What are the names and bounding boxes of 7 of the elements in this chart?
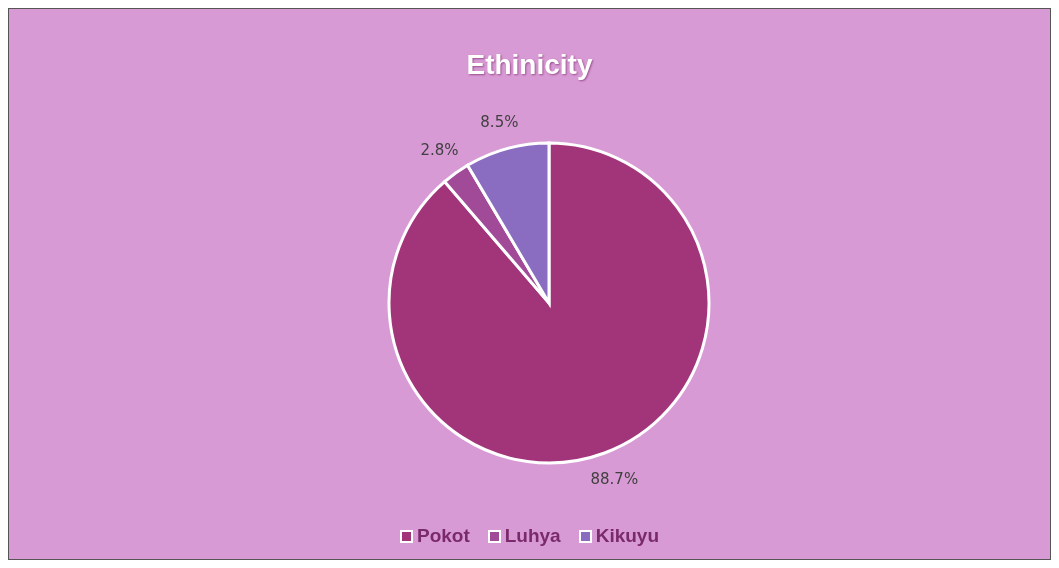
legend-label: Kikuyu <box>594 525 660 547</box>
legend-label: Luhya <box>503 525 561 547</box>
data-label: 88.7% <box>590 470 639 489</box>
legend-label: Pokot <box>415 525 470 547</box>
data-label: 2.8% <box>420 141 459 160</box>
chart-title: Ethinicity <box>465 49 594 81</box>
data-label: 8.5% <box>480 112 519 131</box>
